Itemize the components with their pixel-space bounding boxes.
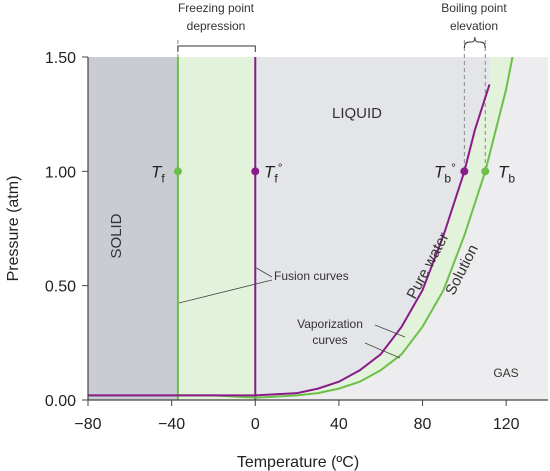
vaporization-label-line1: Vaporization	[297, 317, 363, 331]
tf0-label: Tf°	[264, 160, 283, 185]
freezing-point-label-line1: Freezing point	[178, 1, 255, 15]
region-label-liquid: LIQUID	[332, 105, 382, 122]
vaporization-label-line2: curves	[312, 333, 347, 347]
fusion-curves-label: Fusion curves	[274, 269, 349, 283]
region-backgrounds	[88, 57, 549, 400]
y-axis-title: Pressure (atm)	[5, 176, 22, 282]
freezing-point-label-line2: depression	[187, 19, 246, 33]
x-axis-title: Temperature (ºC)	[237, 454, 359, 471]
vaporization-leader-solution	[364, 342, 401, 359]
curves	[88, 56, 514, 400]
x-tick-label-4: 80	[414, 416, 432, 433]
fusion-leader-pure	[256, 267, 273, 278]
vaporization-leader-pure	[374, 324, 406, 338]
point-marker-1	[251, 167, 260, 176]
y-tick-label-2: 1.00	[45, 164, 76, 181]
point-marker-3	[481, 167, 490, 176]
fusion-leader-solution	[178, 279, 273, 304]
region-label-gas: GAS	[493, 366, 518, 380]
boiling-brace	[463, 36, 486, 49]
x-tick-label-3: 40	[330, 416, 348, 433]
boiling-point-label-line2: elevation	[450, 19, 498, 33]
y-tick-label-3: 1.50	[45, 50, 76, 67]
x-tick-label-1: −40	[158, 416, 185, 433]
x-tick-label-0: −80	[74, 416, 101, 433]
boiling-elevation-band	[255, 57, 513, 398]
boiling-point-label-line1: Boiling point	[441, 1, 507, 15]
tf-label: Tf	[151, 162, 165, 185]
axes: −80 −40 0 40 80 120 0.00 0.50 1.00 1.50	[45, 50, 548, 433]
freezing-bracket	[177, 45, 256, 52]
y-tick-label-0: 0.00	[45, 393, 76, 410]
point-marker-2	[460, 167, 469, 176]
point-marker-0	[173, 167, 182, 176]
freezing-depression-band	[177, 57, 256, 400]
tb-label: Tb	[498, 162, 515, 185]
tb0-label: Tb°	[434, 160, 456, 185]
pure-water-vaporization-curve	[88, 84, 491, 397]
y-tick-label-1: 0.50	[45, 279, 76, 296]
shaded-bands	[177, 40, 513, 400]
solid-region	[88, 57, 178, 400]
region-label-solid: SOLID	[108, 213, 125, 258]
x-tick-label-2: 0	[251, 416, 260, 433]
x-tick-label-5: 120	[493, 416, 520, 433]
solution-vaporization-curve	[88, 56, 514, 399]
